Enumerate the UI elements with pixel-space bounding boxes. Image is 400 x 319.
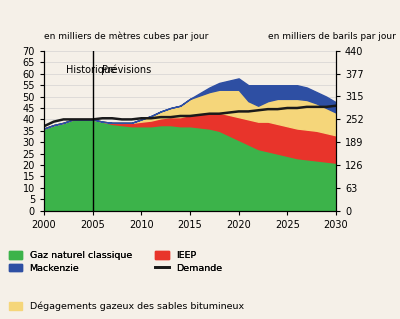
Text: en milliers de mètres cubes par jour: en milliers de mètres cubes par jour <box>44 32 208 41</box>
Legend: Dégagements gazeux des sables bitumineux: Dégagements gazeux des sables bitumineux <box>9 301 244 311</box>
Text: en milliers de barils par jour: en milliers de barils par jour <box>268 33 396 41</box>
Legend: Gaz naturel classique, Mackenzie, IEEP, Demande: Gaz naturel classique, Mackenzie, IEEP, … <box>9 251 222 273</box>
Text: Prévisions: Prévisions <box>102 65 152 75</box>
Text: Historique: Historique <box>66 65 116 75</box>
